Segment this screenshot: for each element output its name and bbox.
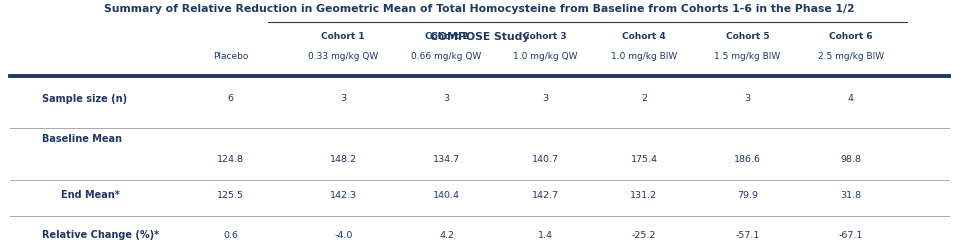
Text: End Mean*: End Mean* bbox=[61, 190, 120, 200]
Text: Relative Change (%)*: Relative Change (%)* bbox=[42, 230, 159, 240]
Text: -4.0: -4.0 bbox=[334, 231, 352, 240]
Text: 2: 2 bbox=[641, 94, 647, 103]
Text: 4: 4 bbox=[848, 94, 854, 103]
Text: 0.6: 0.6 bbox=[222, 231, 238, 240]
Text: 148.2: 148.2 bbox=[330, 155, 357, 164]
Text: 3: 3 bbox=[744, 94, 750, 103]
Text: Cohort 6: Cohort 6 bbox=[829, 32, 873, 41]
Text: 140.7: 140.7 bbox=[532, 155, 559, 164]
Text: 79.9: 79.9 bbox=[737, 191, 758, 200]
Text: 98.8: 98.8 bbox=[840, 155, 861, 164]
Text: 1.4: 1.4 bbox=[538, 231, 552, 240]
Text: 125.5: 125.5 bbox=[217, 191, 244, 200]
Text: Placebo: Placebo bbox=[213, 52, 248, 61]
Text: 1.0 mg/kg BIW: 1.0 mg/kg BIW bbox=[611, 52, 677, 61]
Text: Cohort 1: Cohort 1 bbox=[321, 32, 365, 41]
Text: 3: 3 bbox=[444, 94, 450, 103]
Text: 3: 3 bbox=[542, 94, 549, 103]
Text: 175.4: 175.4 bbox=[630, 155, 658, 164]
Text: 140.4: 140.4 bbox=[433, 191, 460, 200]
Text: Cohort 4: Cohort 4 bbox=[622, 32, 666, 41]
Text: 3: 3 bbox=[340, 94, 346, 103]
Text: 6: 6 bbox=[227, 94, 233, 103]
Text: Cohort 2: Cohort 2 bbox=[425, 32, 468, 41]
Text: Baseline Mean: Baseline Mean bbox=[42, 134, 123, 144]
Text: -25.2: -25.2 bbox=[632, 231, 656, 240]
Text: -57.1: -57.1 bbox=[736, 231, 760, 240]
Text: -67.1: -67.1 bbox=[838, 231, 863, 240]
Text: 0.33 mg/kg QW: 0.33 mg/kg QW bbox=[308, 52, 379, 61]
Text: COMPOSE Study: COMPOSE Study bbox=[430, 32, 529, 43]
Text: 1.5 mg/kg BIW: 1.5 mg/kg BIW bbox=[714, 52, 781, 61]
Text: 134.7: 134.7 bbox=[433, 155, 460, 164]
Text: 0.66 mg/kg QW: 0.66 mg/kg QW bbox=[411, 52, 481, 61]
Text: Cohort 5: Cohort 5 bbox=[726, 32, 769, 41]
Text: Sample size (n): Sample size (n) bbox=[42, 94, 128, 104]
Text: 124.8: 124.8 bbox=[217, 155, 244, 164]
Text: 142.7: 142.7 bbox=[532, 191, 559, 200]
Text: 31.8: 31.8 bbox=[840, 191, 861, 200]
Text: 4.2: 4.2 bbox=[439, 231, 455, 240]
Text: 186.6: 186.6 bbox=[734, 155, 760, 164]
Text: 1.0 mg/kg QW: 1.0 mg/kg QW bbox=[513, 52, 577, 61]
Text: 131.2: 131.2 bbox=[630, 191, 658, 200]
Text: 142.3: 142.3 bbox=[330, 191, 357, 200]
Text: 2.5 mg/kg BIW: 2.5 mg/kg BIW bbox=[818, 52, 884, 61]
Text: Cohort 3: Cohort 3 bbox=[524, 32, 567, 41]
Text: Summary of Relative Reduction in Geometric Mean of Total Homocysteine from Basel: Summary of Relative Reduction in Geometr… bbox=[105, 4, 854, 14]
